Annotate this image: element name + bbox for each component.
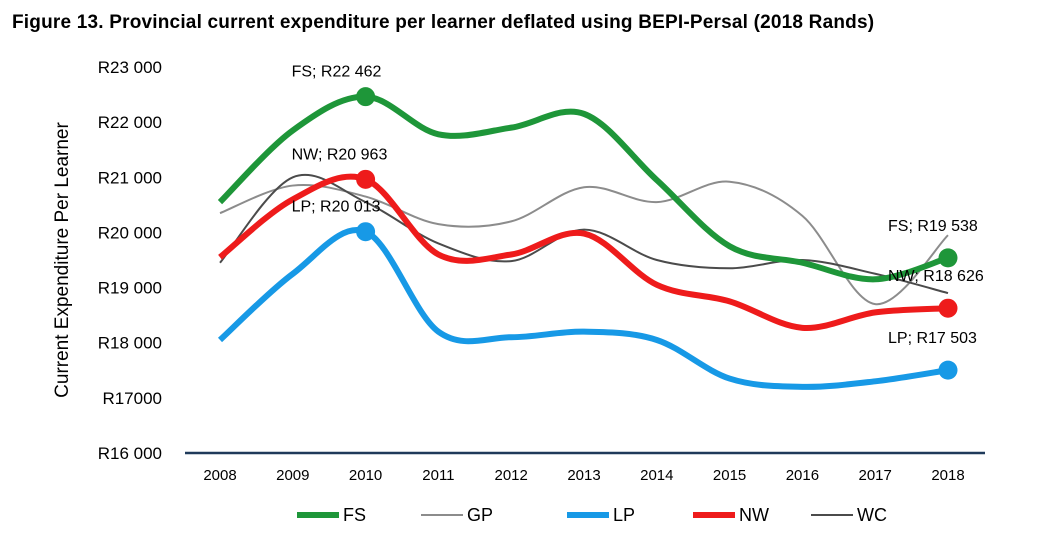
x-tick-label: 2018 — [931, 467, 964, 484]
legend-label: WC — [857, 505, 887, 525]
data-label: LP; R20 013 — [292, 199, 381, 216]
x-tick-label: 2009 — [276, 467, 309, 484]
legend-item-gp[interactable]: GP — [421, 505, 493, 525]
data-annotations: FS; R22 462 NW; R20 963 LP; R20 013 FS; R19… — [292, 64, 984, 347]
y-tick-label: R16 000 — [98, 444, 162, 463]
marker-fs-2018 — [938, 248, 958, 268]
x-tick-labels: 2008 2009 2010 2011 2012 2013 2014 2015 2016 2017… — [203, 467, 964, 484]
y-tick-label: R23 000 — [98, 58, 162, 77]
marker-fs-2010 — [356, 87, 376, 107]
series-line-nw — [218, 173, 949, 331]
y-tick-label: R22 000 — [98, 113, 162, 132]
x-tick-label: 2016 — [786, 467, 819, 484]
y-tick-label: R21 000 — [98, 168, 162, 187]
x-tick-label: 2012 — [495, 467, 528, 484]
series-line-lp — [217, 227, 949, 390]
legend-label: LP — [613, 505, 635, 525]
marker-nw-2018 — [938, 298, 958, 318]
marker-lp-2018 — [938, 360, 958, 380]
data-markers — [356, 87, 958, 380]
x-tick-label: 2011 — [422, 467, 454, 484]
y-tick-label: R18 000 — [98, 334, 162, 353]
legend-label: FS — [343, 505, 366, 525]
data-label: LP; R17 503 — [888, 330, 977, 347]
series-lines — [217, 93, 949, 390]
series-line-gp — [219, 180, 949, 306]
legend-label: NW — [739, 505, 769, 525]
chart-title: Figure 13. Provincial current expenditur… — [12, 12, 875, 33]
x-tick-label: 2014 — [640, 467, 673, 484]
legend-item-nw[interactable]: NW — [693, 505, 769, 525]
marker-lp-2010 — [356, 222, 376, 242]
data-label: FS; R22 462 — [292, 64, 382, 81]
x-tick-label: 2010 — [349, 467, 382, 484]
x-tick-label: 2013 — [567, 467, 600, 484]
legend-label: GP — [467, 505, 493, 525]
series-line-fs — [217, 93, 949, 283]
y-axis-label-group: Current Expenditure Per Learner — [52, 122, 73, 398]
data-label: FS; R19 538 — [888, 218, 978, 235]
x-tick-label: 2017 — [859, 467, 892, 484]
y-tick-label: R17000 — [102, 389, 162, 408]
y-tick-label: R19 000 — [98, 279, 162, 298]
marker-nw-2010 — [356, 169, 376, 189]
legend-item-fs[interactable]: FS — [297, 505, 366, 525]
y-tick-labels: R23 000 R22 000 R21 000 R20 000 R19 000 R18 0… — [98, 58, 162, 463]
data-label: NW; R20 963 — [292, 146, 388, 163]
y-axis-label: Current Expenditure Per Learner — [52, 122, 73, 398]
data-label: NW; R18 626 — [888, 268, 984, 285]
legend-item-wc[interactable]: WC — [811, 505, 887, 525]
x-tick-label: 2015 — [713, 467, 746, 484]
x-tick-label: 2008 — [203, 467, 236, 484]
legend[interactable]: FS GP LP NW WC — [297, 505, 887, 525]
y-tick-label: R20 000 — [98, 223, 162, 242]
legend-item-lp[interactable]: LP — [567, 505, 635, 525]
